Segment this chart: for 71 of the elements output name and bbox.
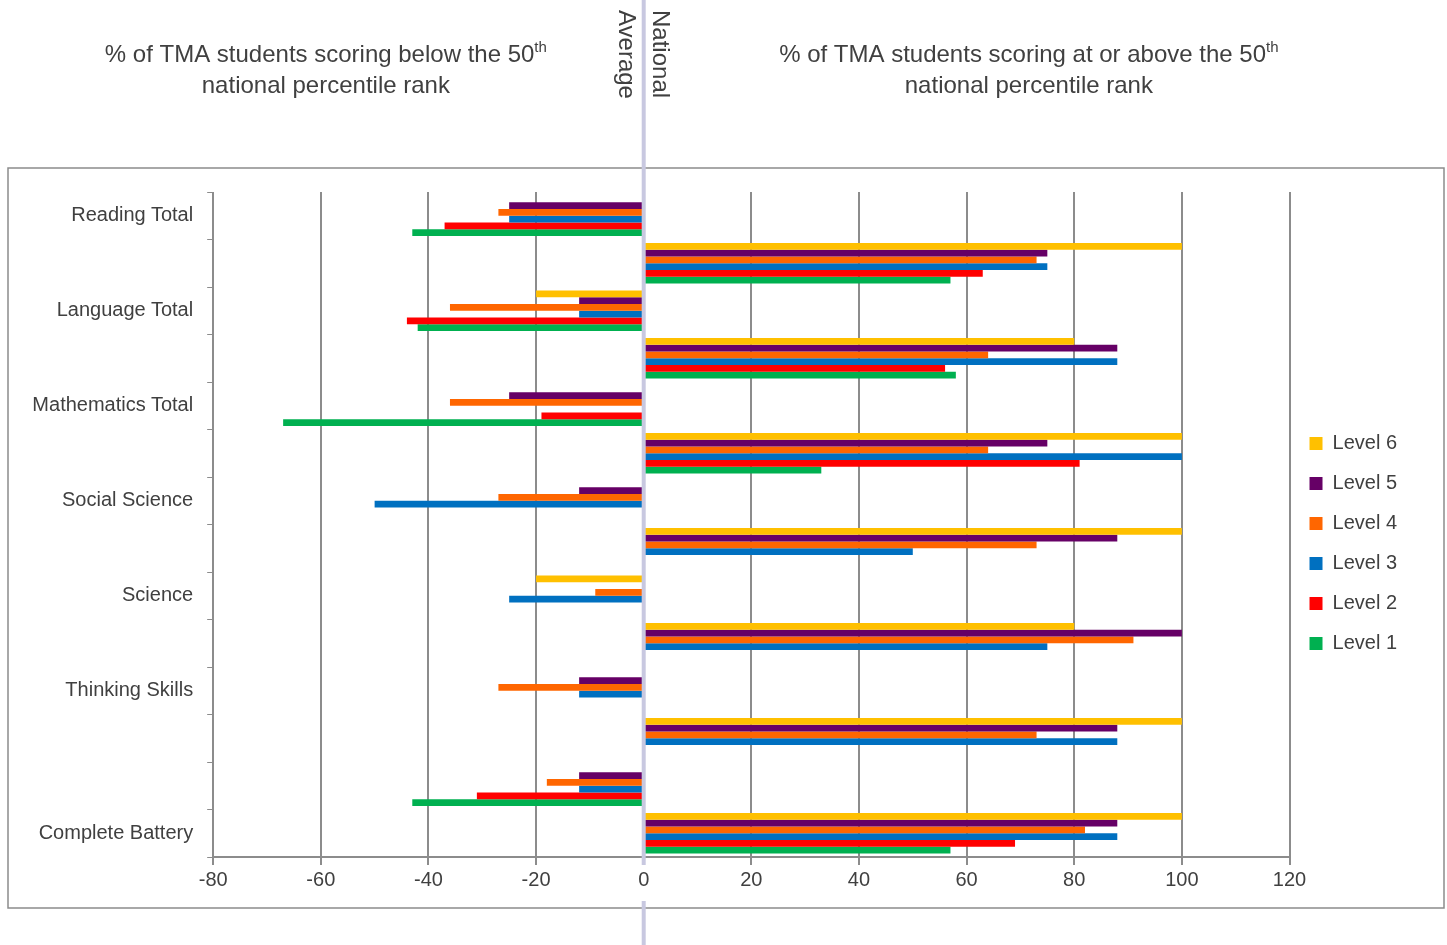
x-tick-label: 40 <box>847 867 871 890</box>
bar <box>644 738 1118 745</box>
legend-label: Level 3 <box>1332 551 1398 574</box>
bar <box>509 392 643 400</box>
legend-label: Level 4 <box>1332 511 1398 534</box>
bar <box>644 433 1182 440</box>
bar <box>412 229 643 236</box>
bar <box>644 548 913 555</box>
bar <box>644 643 1048 650</box>
bar <box>449 399 643 406</box>
bar <box>509 202 643 210</box>
y-tick-label: Reading Total <box>71 203 194 226</box>
bar <box>644 839 1016 847</box>
bar <box>579 487 643 495</box>
bar <box>644 623 1075 630</box>
bar <box>644 249 1048 257</box>
bar <box>444 222 643 230</box>
bar <box>498 209 643 216</box>
bar <box>644 528 1182 535</box>
bar <box>412 799 643 806</box>
x-tick-label: 80 <box>1063 867 1086 890</box>
x-tick-label: 100 <box>1165 867 1199 890</box>
bar <box>546 779 643 786</box>
x-tick-label: 20 <box>740 867 763 890</box>
y-tick-label: Thinking Skills <box>65 678 194 701</box>
x-tick-label: -80 <box>198 867 228 890</box>
bar <box>283 419 643 426</box>
bar <box>579 297 643 305</box>
bar <box>417 324 643 331</box>
legend-label: Level 6 <box>1332 431 1398 454</box>
legend-label: Level 5 <box>1332 471 1398 494</box>
bar <box>498 684 643 691</box>
x-tick-label: 0 <box>638 867 650 890</box>
bar <box>541 412 643 420</box>
ref-line-label: National Average <box>614 10 676 99</box>
x-tick-label: -60 <box>306 867 336 890</box>
bar <box>644 629 1182 637</box>
bar <box>644 263 1048 270</box>
bar <box>644 453 1182 460</box>
bar <box>644 813 1182 820</box>
bar <box>644 338 1075 345</box>
bar <box>644 833 1118 840</box>
bar <box>644 358 1118 365</box>
legend-label: Level 2 <box>1332 591 1398 614</box>
y-tick-label: Social Science <box>61 488 194 511</box>
x-tick-label: 120 <box>1272 867 1307 890</box>
bar <box>498 494 643 501</box>
x-tick-label: 60 <box>955 867 978 890</box>
bar <box>406 317 643 325</box>
x-tick-label: -20 <box>521 867 551 890</box>
y-tick-label: Science <box>122 583 194 606</box>
x-tick-label: -40 <box>413 867 443 890</box>
bar <box>644 439 1048 447</box>
bar <box>644 459 1080 467</box>
bar <box>476 792 643 800</box>
bar <box>644 534 1118 542</box>
y-tick-label: Complete Battery <box>38 820 194 843</box>
bar <box>579 677 643 685</box>
bar <box>644 269 983 277</box>
y-tick-label: Mathematics Total <box>32 393 194 416</box>
bar <box>449 304 643 311</box>
y-tick-label: Language Total <box>56 298 194 321</box>
bar <box>595 589 643 596</box>
bar <box>644 718 1182 725</box>
bar <box>579 772 643 780</box>
bar <box>644 364 946 372</box>
bar <box>644 344 1118 352</box>
bar <box>644 724 1118 732</box>
legend-label: Level 1 <box>1332 631 1398 654</box>
bar <box>644 243 1182 250</box>
bar <box>644 819 1118 827</box>
